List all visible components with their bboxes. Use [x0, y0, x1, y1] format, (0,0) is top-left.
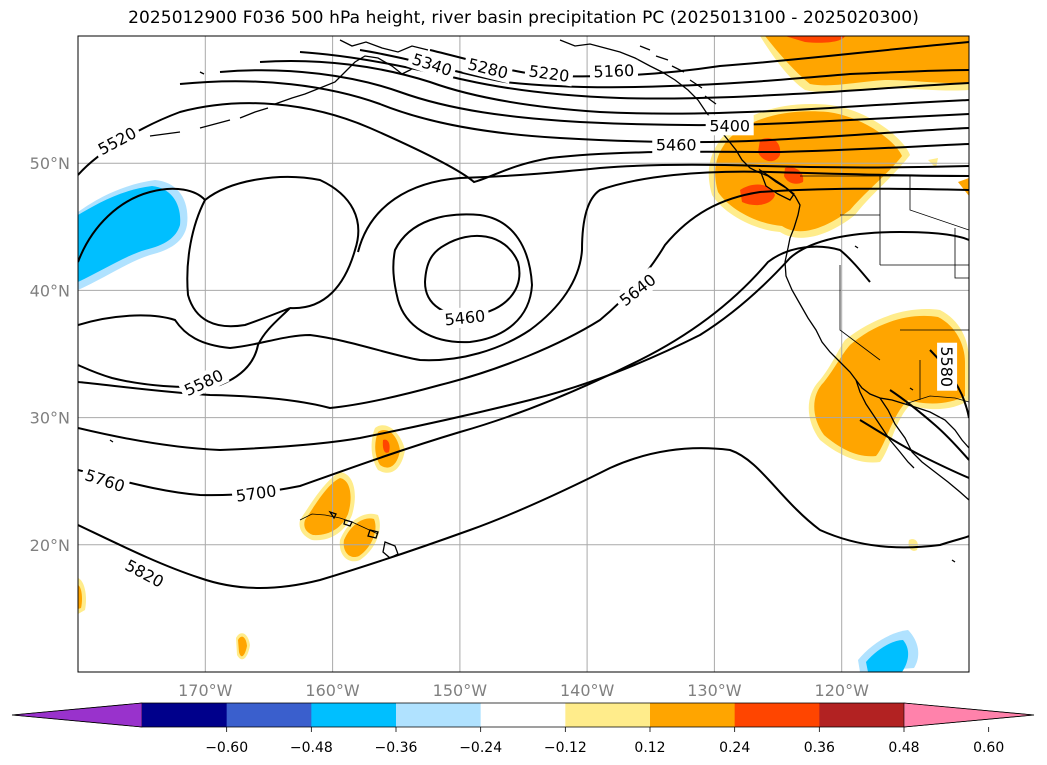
colorbar-tick-label: 0.36 [804, 740, 835, 756]
precip-positive-region [785, 36, 845, 43]
contour-label-background [612, 266, 663, 313]
coastline-vancouver-island [758, 168, 795, 201]
precip-positive-region [784, 167, 804, 184]
latitude-labels: 50°N 40°N 30°N 20°N [30, 154, 70, 555]
colorbar-segment [819, 703, 905, 727]
contour-label: 5400 [709, 116, 750, 135]
lon-label: 140°W [560, 681, 615, 700]
coastline-hawaii-outline [299, 513, 379, 535]
contour-label-background [406, 47, 459, 82]
colorbar-tick-label: −0.60 [205, 740, 248, 756]
lat-label: 20°N [30, 536, 70, 555]
map-title: 2025012900 F036 500 hPa height, river ba… [128, 8, 919, 28]
contour-label: 5160 [593, 61, 634, 81]
precip-positive-region [958, 178, 969, 196]
lat-label: 40°N [30, 281, 70, 300]
contour-5400 [219, 69, 969, 126]
colorbar-tick-label: −0.12 [544, 740, 587, 756]
colorbar-extend-low [11, 702, 143, 728]
colorbar-segment [480, 703, 566, 727]
contour-label: 5460 [444, 306, 486, 329]
contour-label: 5580 [937, 346, 956, 387]
precip-positive-region [238, 636, 247, 657]
border-states [839, 176, 969, 400]
contour-label-background [230, 479, 282, 507]
coastline-baja [855, 379, 915, 469]
contour-label-background [439, 304, 490, 330]
contour-label-background [937, 342, 958, 391]
colorbar: −0.60 −0.48 −0.36 −0.24 −0.12 0.12 0.24 0.36 0.4… [11, 702, 1035, 756]
colorbar-segment [565, 703, 651, 727]
contour-5820 [78, 245, 871, 497]
coastline-gulf-california [879, 397, 969, 501]
precip-positive-region [343, 518, 376, 558]
colorbar-tick-label: −0.24 [459, 740, 502, 756]
contour-5580 [78, 187, 291, 389]
contour-label-background [462, 52, 514, 84]
contour-label-background [705, 115, 754, 136]
lat-label: 30°N [30, 409, 70, 428]
contour-5520 [78, 102, 969, 184]
lon-label: 150°W [433, 681, 488, 700]
colorbar-segment [142, 703, 228, 727]
colorbar-extend-high [903, 702, 1035, 728]
contour-5460 [179, 80, 969, 144]
colorbar-tick-label: −0.48 [290, 740, 333, 756]
contour-5220 [359, 49, 969, 89]
colorbar-segment [396, 703, 482, 727]
precip-positive-region [765, 36, 969, 86]
contour-5640-east [859, 419, 969, 479]
coastline-bc [727, 139, 801, 249]
contour-label-background [91, 120, 143, 161]
precip-positive-region [740, 184, 775, 206]
colorbar-tick-label: 0.12 [634, 740, 665, 756]
longitude-labels: 170°W 160°W 150°W 140°W 130°W 120°W [178, 681, 869, 700]
contour-label-background [79, 463, 131, 498]
coastline-alaska-islands [639, 45, 717, 105]
colorbar-segment [311, 703, 397, 727]
colorbar-tick-label: 0.60 [973, 740, 1004, 756]
precip-positive-region [814, 315, 965, 457]
lat-label: 50°N [30, 154, 70, 173]
contour-label-background [118, 553, 171, 594]
colorbar-segment [734, 703, 820, 727]
colorbar-tick-label: 0.24 [719, 740, 750, 756]
border-us-mexico [904, 395, 969, 405]
contour-5700-east [889, 389, 969, 461]
precip-positive-region [78, 585, 82, 609]
map-frame [77, 35, 970, 673]
contour-5760 [78, 230, 969, 452]
coastline-islands [109, 71, 956, 563]
colorbar-outline [11, 702, 1035, 728]
contour-label-background [523, 59, 575, 87]
precip-negative-region [866, 640, 909, 672]
precip-negative-region [78, 186, 181, 282]
precip-positive-region [304, 478, 351, 536]
lon-label: 170°W [178, 681, 233, 700]
precip-positive-region [382, 439, 390, 453]
contour-5580-trough [357, 163, 969, 253]
lon-label: 120°W [815, 681, 870, 700]
colorbar-segment [650, 703, 736, 727]
precip-positive-region [758, 138, 781, 162]
contour-label-background [652, 134, 701, 155]
lon-label: 130°W [687, 681, 742, 700]
colorbar-tick-label: 0.48 [888, 740, 919, 756]
contour-label: 5460 [656, 135, 697, 154]
contour-5520-low [392, 213, 534, 344]
colorbar-segment [226, 703, 312, 727]
contour-5580-inner [204, 175, 360, 310]
contour-5880 [78, 447, 969, 589]
contour-5700 [78, 187, 969, 410]
colorbar-tick-label: −0.36 [375, 740, 418, 756]
graticule [78, 36, 969, 672]
contour-5340 [259, 60, 969, 115]
contour-5640 [78, 170, 969, 362]
lon-label: 160°W [305, 681, 360, 700]
contour-label-background [177, 363, 230, 402]
contour-label-background [589, 59, 639, 82]
